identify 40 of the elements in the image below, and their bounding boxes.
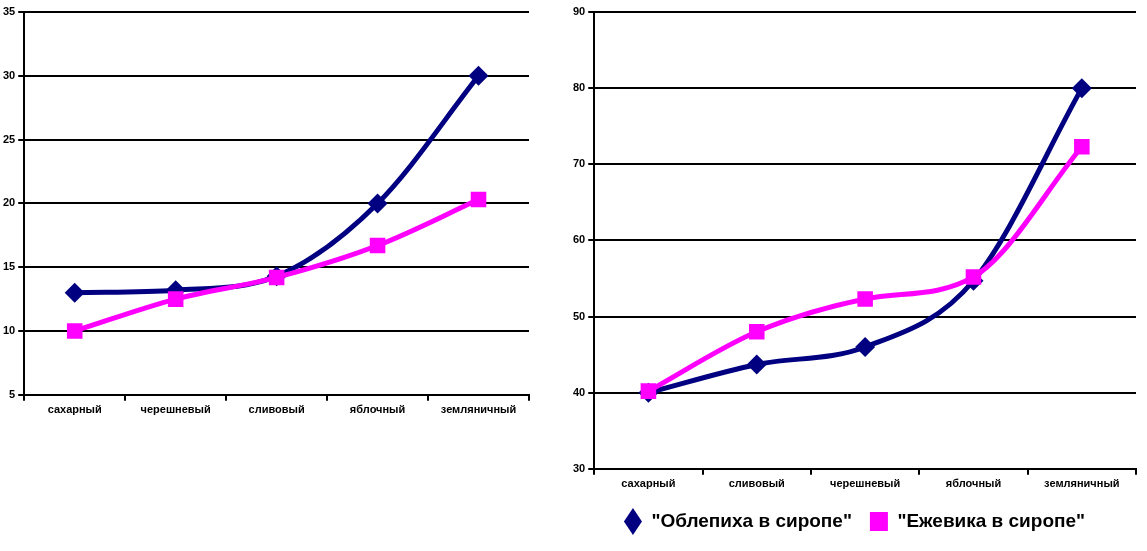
point [1071,78,1092,99]
x-tick-label: земляничный [440,403,517,416]
point [1074,138,1090,155]
x-tick-label: сахарный [47,403,102,416]
legend-label: "Облепиха в сиропе" [651,509,852,531]
x-tick-label: сахарный [621,477,676,490]
y-tick-label: 70 [572,157,586,170]
point [66,323,83,339]
y-tick-label: 30 [572,461,586,474]
point [746,354,767,375]
point [64,282,85,303]
x-tick-label: сливовый [728,477,785,490]
x-tick-label: яблочный [349,403,406,416]
point [855,336,876,357]
point [748,323,765,340]
y-tick-label: 10 [2,324,16,337]
point [470,191,487,208]
point [367,193,388,214]
legend-label: "Ежевика в сиропе" [897,509,1086,531]
point [167,291,184,307]
point [468,65,489,86]
point [857,291,873,307]
y-tick-label: 20 [2,196,16,209]
y-tick-label: 80 [572,81,586,94]
y-tick-label: 40 [572,385,586,398]
y-tick-label: 50 [572,309,586,322]
x-tick-label: черешневый [140,403,211,416]
point [965,269,982,285]
x-tick-label: черешневый [830,477,901,490]
y-tick-label: 60 [572,233,586,246]
y-tick-label: 15 [2,260,16,273]
x-tick-label: земляничный [1044,477,1120,490]
y-tick-label: 30 [2,68,16,81]
y-tick-label: 90 [572,5,586,18]
x-tick-label: сливовый [248,403,305,416]
y-tick-label: 25 [2,132,16,145]
y-tick-label: 35 [2,5,16,18]
y-tick-label: 5 [9,387,16,400]
x-tick-label: яблочный [945,477,1002,490]
point [369,237,386,254]
